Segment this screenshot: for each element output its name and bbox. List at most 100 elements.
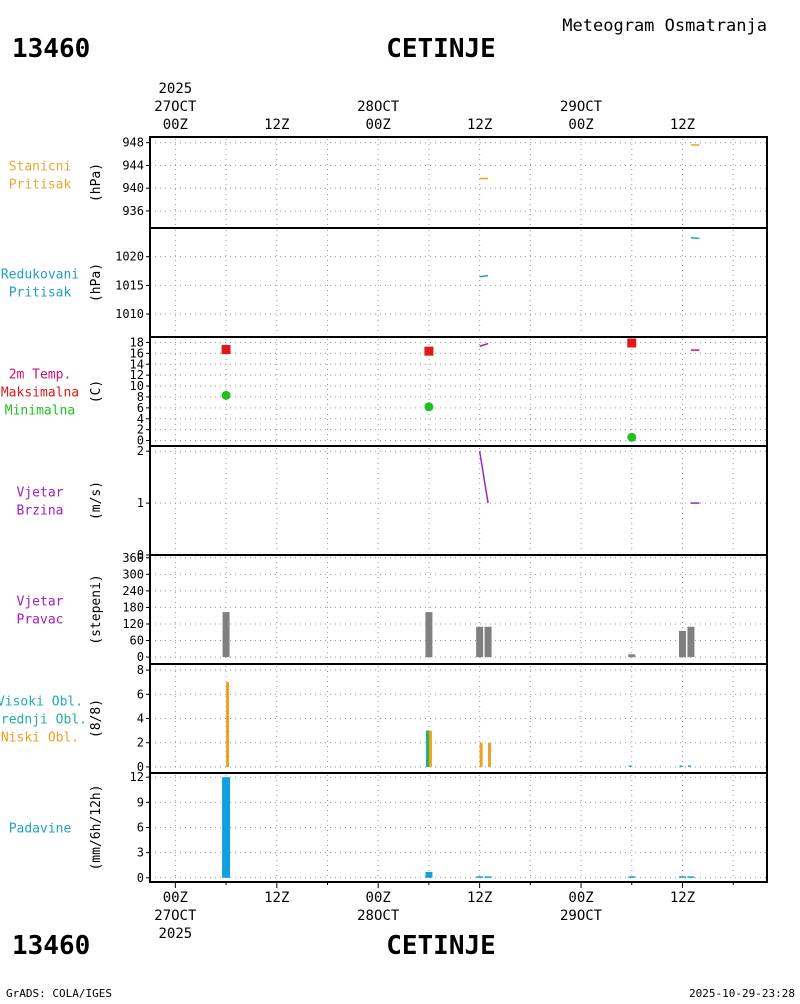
y-tick-label: 4 (137, 412, 144, 426)
bottom-date-label: 27OCT (154, 908, 197, 924)
y-axis-label: (mm/6h/12h) (89, 784, 104, 870)
y-tick-label: 6 (137, 401, 144, 415)
y-tick-label: 9 (137, 795, 144, 809)
bar-padavine (687, 876, 695, 878)
marker-maksimalna (627, 338, 637, 348)
bar-vjetar-pravac (484, 626, 492, 658)
panel-frame (149, 663, 768, 774)
panel-label: Redukovani (1, 268, 79, 283)
panel-frame (149, 227, 768, 338)
panel-frame (149, 336, 768, 447)
panel-label: Srednji Obl. (0, 713, 87, 728)
bar-padavine (222, 777, 231, 878)
top-time-label: 12Z (264, 117, 289, 133)
top-time-axis: 00Z 27OCT 2025 12Z 00Z 28OCT 12Z 00Z 29OCT 12Z (154, 81, 695, 133)
top-time-label: 00Z (366, 117, 391, 133)
panel-frame (149, 445, 768, 556)
marker-maksimalna (221, 345, 231, 355)
panel-data (222, 777, 695, 878)
top-time-label: 00Z (568, 117, 593, 133)
station-id-bottom: 13460 (12, 931, 90, 961)
y-tick-label: 60 (130, 634, 144, 648)
panel-label: Stanicni (9, 160, 72, 175)
top-date-label: 29OCT (560, 99, 603, 115)
y-tick-label: 940 (122, 181, 144, 195)
y-tick-label: 4 (137, 712, 144, 726)
y-tick-label: 2 (137, 736, 144, 750)
station-id-top: 13460 (12, 34, 90, 64)
y-tick-label: 12 (130, 368, 144, 382)
y-tick-label: 1015 (115, 278, 144, 292)
bottom-time-label: 00Z (163, 890, 188, 906)
y-axis-label: (stepeni) (89, 574, 104, 644)
marker-minimalna (221, 390, 231, 400)
line-redukovani-pritisak (690, 237, 700, 240)
y-tick-label: 3 (137, 846, 144, 860)
marker-minimalna (627, 432, 637, 442)
line-2m-temp- (479, 342, 489, 347)
panel-cloud-cover: 0 2 4 6 8 (8/8) Visoki Obl. Srednji Obl. Niski O… (0, 663, 768, 774)
panel-label: Pritisak (9, 178, 72, 193)
y-tick-label: 2 (137, 423, 144, 437)
bar-vjetar-pravac (628, 654, 636, 658)
y-axis-label: (8/8) (89, 699, 104, 738)
y-tick-label: 1020 (115, 250, 144, 264)
y-tick-label: 240 (122, 584, 144, 598)
credit-text: GrADS: COLA/IGES (6, 987, 112, 1000)
top-date-label: 28OCT (357, 99, 400, 115)
y-tick-label: 12 (130, 770, 144, 784)
y-tick-label: 0 (137, 871, 144, 885)
line-vjetar-brzina (478, 451, 489, 504)
y-tick-label: 14 (130, 357, 144, 371)
bar-vjetar-pravac (687, 626, 695, 658)
bar-padavine (476, 876, 484, 878)
bar-vjetar-pravac (425, 612, 433, 658)
panel-label: Pravac (17, 613, 64, 628)
panel-frame (149, 772, 768, 883)
bottom-date-label: 28OCT (357, 908, 400, 924)
bottom-time-label: 12Z (670, 890, 695, 906)
y-tick-label: 18 (130, 335, 144, 349)
panel-label: Maksimalna (1, 386, 79, 401)
y-tick-label: 0 (137, 760, 144, 774)
y-axis-label: (hPa) (89, 263, 104, 302)
bar-visoki-obl- (628, 765, 632, 767)
top-year-label: 2025 (158, 81, 192, 97)
bar-vjetar-pravac (222, 612, 230, 658)
y-tick-label: 6 (137, 821, 144, 835)
panel-wind-direction: 0 60 120 180 240 300 360 (stepeni) Vjetar Pravac (17, 551, 768, 665)
marker-maksimalna (424, 346, 434, 356)
panel-data (479, 237, 700, 278)
bottom-year-label: 2025 (158, 926, 192, 942)
bottom-time-label: 00Z (568, 890, 593, 906)
panels: 936940944948(hPa)StanicniPritisak1010101… (0, 136, 768, 885)
top-date-label: 27OCT (154, 99, 197, 115)
y-tick-label: 2 (137, 444, 144, 458)
bar-niski-obl- (488, 742, 492, 767)
bar-vjetar-pravac (476, 626, 484, 658)
y-tick-label: 1010 (115, 307, 144, 321)
y-tick-label: 1 (137, 496, 144, 510)
y-tick-label: 16 (130, 346, 144, 360)
bottom-time-axis: 00Z 27OCT 2025 12Z 00Z 28OCT 12Z 00Z 29OCT 12Z (154, 882, 734, 942)
y-tick-label: 120 (122, 617, 144, 631)
panel-station-pressure: 936 940 944 948 (hPa) Stanicni Pritisak (9, 136, 768, 229)
bar-padavine (484, 876, 492, 878)
meteogram-title: Meteogram Osmatranja (562, 16, 767, 36)
y-tick-label: 8 (137, 390, 144, 404)
panel-data (226, 682, 691, 767)
panel-label: Pritisak (9, 286, 72, 301)
y-tick-label: 0 (137, 434, 144, 448)
y-tick-label: 300 (122, 567, 144, 581)
y-tick-label: 944 (122, 158, 144, 172)
y-axis-label: (hPa) (89, 163, 104, 202)
panel-label: 2m Temp. (9, 368, 72, 383)
y-tick-label: 8 (137, 663, 144, 677)
panel-label: Visoki Obl. (0, 695, 83, 710)
y-tick-label: 948 (122, 136, 144, 150)
station-name-bottom: CETINJE (386, 931, 496, 961)
y-tick-label: 0 (137, 650, 144, 664)
